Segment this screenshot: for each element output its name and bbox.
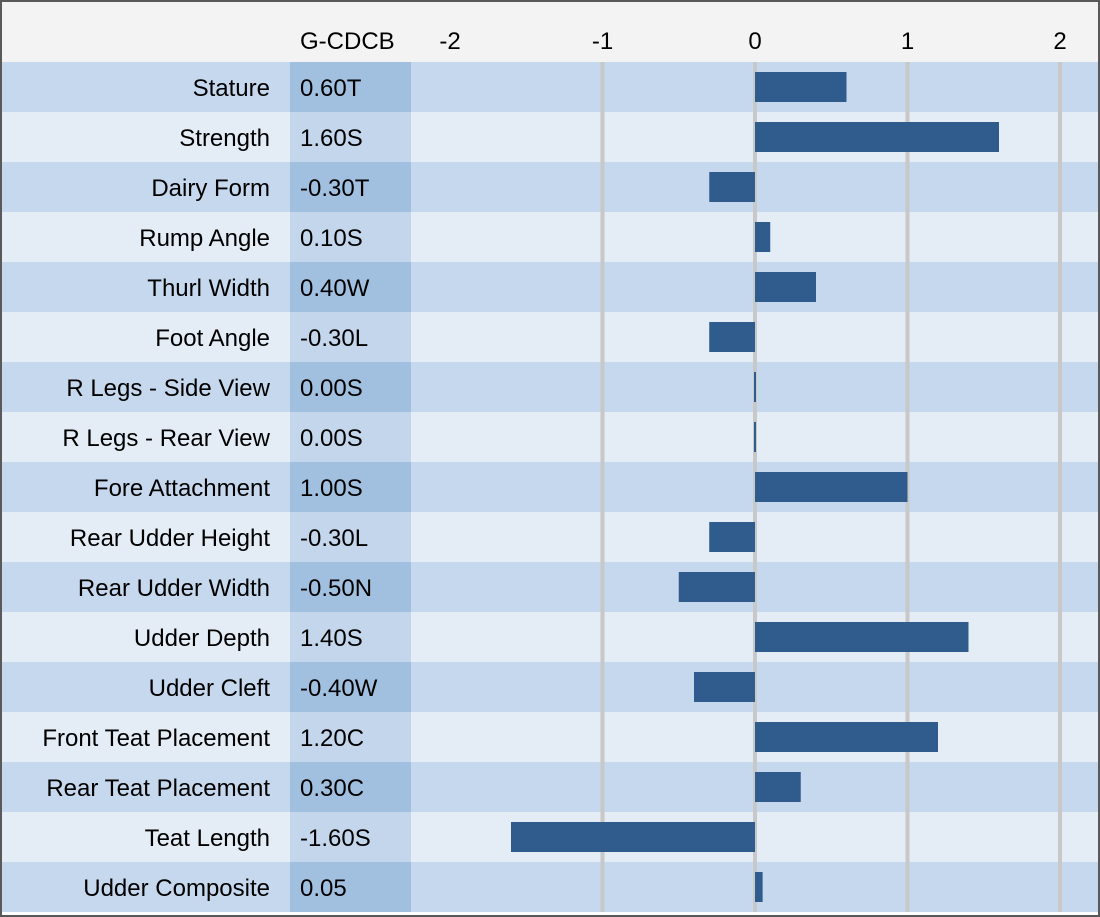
value-cell-background	[290, 362, 411, 412]
row-background	[0, 62, 1100, 112]
row-background	[0, 662, 1100, 712]
trait-label: Thurl Width	[147, 275, 270, 302]
value-cell-background	[290, 762, 411, 812]
value-label: 1.60S	[300, 125, 363, 152]
bar	[755, 472, 908, 502]
row-background	[0, 512, 1100, 562]
value-cell-background	[290, 862, 411, 912]
trait-label: R Legs - Side View	[66, 375, 270, 402]
bar	[755, 222, 771, 252]
value-cell-background	[290, 612, 411, 662]
bars	[511, 72, 999, 902]
bar	[709, 322, 755, 352]
value-cell-background	[290, 262, 411, 312]
bar	[755, 272, 816, 302]
row-background	[0, 762, 1100, 812]
value-label: 0.30C	[300, 775, 364, 802]
trait-label: Strength	[179, 125, 270, 152]
value-column-header: G-CDCB	[300, 28, 395, 55]
value-label: 0.60T	[300, 75, 362, 102]
trait-label: Foot Angle	[155, 325, 270, 352]
value-cell-background	[290, 812, 411, 862]
row-background	[0, 312, 1100, 362]
value-label: -1.60S	[300, 825, 371, 852]
row-background	[0, 562, 1100, 612]
value-cell-background	[290, 562, 411, 612]
value-cell-background	[290, 512, 411, 562]
trait-label: Teat Length	[145, 825, 270, 852]
x-tick-label: 2	[1053, 28, 1066, 55]
x-tick-label: 1	[901, 28, 914, 55]
trait-label: Rump Angle	[139, 225, 270, 252]
bar	[694, 672, 755, 702]
value-label: 1.40S	[300, 625, 363, 652]
bar	[754, 372, 756, 402]
row-background	[0, 462, 1100, 512]
bar	[755, 722, 938, 752]
value-label: -0.50N	[300, 575, 372, 602]
bar	[709, 172, 755, 202]
value-label: 0.05	[300, 875, 347, 902]
labels: G-CDCB Stature 0.60T Strength 1.60S Dairy Fo…	[42, 28, 394, 902]
value-cell-background	[290, 662, 411, 712]
trait-label: Fore Attachment	[94, 475, 270, 502]
value-label: 0.10S	[300, 225, 363, 252]
value-cell-background	[290, 212, 411, 262]
trait-label: Rear Udder Width	[78, 575, 270, 602]
value-label: 0.00S	[300, 425, 363, 452]
trait-label: Front Teat Placement	[42, 725, 270, 752]
x-tick-label: 0	[748, 28, 761, 55]
header-background	[0, 0, 1100, 62]
value-label: 0.40W	[300, 275, 370, 302]
row-background	[0, 212, 1100, 262]
trait-label: Rear Teat Placement	[46, 775, 270, 802]
value-label: 0.00S	[300, 375, 363, 402]
bar	[511, 822, 755, 852]
value-cell-background	[290, 162, 411, 212]
value-label: -0.30L	[300, 525, 368, 552]
value-cell-background	[290, 412, 411, 462]
bar	[755, 772, 801, 802]
row-background	[0, 362, 1100, 412]
row-background	[0, 162, 1100, 212]
bar	[755, 622, 969, 652]
bar	[678, 572, 755, 602]
value-cell-background	[290, 312, 411, 362]
trait-label: Udder Depth	[134, 625, 270, 652]
trait-label: Stature	[193, 75, 270, 102]
value-label: -0.30T	[300, 175, 370, 202]
value-label: -0.40W	[300, 675, 378, 702]
value-label: -0.30L	[300, 325, 368, 352]
x-tick-label: -1	[592, 28, 613, 55]
value-label: 1.00S	[300, 475, 363, 502]
bar	[755, 72, 847, 102]
value-label: 1.20C	[300, 725, 364, 752]
bar	[755, 122, 999, 152]
value-cell-background	[290, 462, 411, 512]
x-tick-label: -2	[439, 28, 460, 55]
value-cell-background	[290, 62, 411, 112]
bar	[754, 422, 756, 452]
bar	[755, 872, 763, 902]
trait-label: Rear Udder Height	[70, 525, 270, 552]
row-background	[0, 262, 1100, 312]
value-cell-background	[290, 712, 411, 762]
trait-label: R Legs - Rear View	[62, 425, 270, 452]
row-background	[0, 862, 1100, 912]
trait-label: Dairy Form	[151, 175, 270, 202]
x-axis-tick-labels: -2 -1 0 1 2	[439, 28, 1066, 55]
trait-label: Udder Composite	[83, 875, 270, 902]
bar	[709, 522, 755, 552]
trait-label: Udder Cleft	[149, 675, 271, 702]
value-cell-background	[290, 112, 411, 162]
row-background	[0, 412, 1100, 462]
